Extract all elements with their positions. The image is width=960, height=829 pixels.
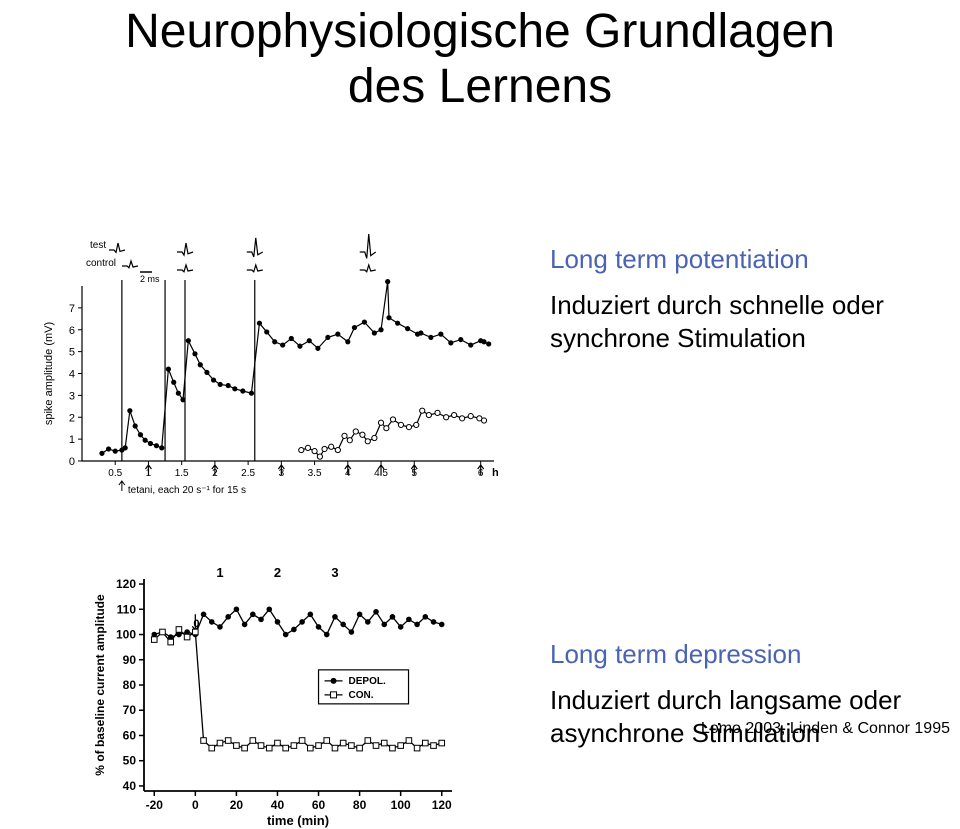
page-title: Neurophysiologische Grundlagen des Lerne… [0,0,960,114]
svg-text:1: 1 [69,435,75,447]
svg-text:2: 2 [274,565,281,580]
ltp-text: Long term potentiation Induziert durch s… [550,244,940,354]
svg-text:50: 50 [123,754,137,768]
svg-text:DEPOL.: DEPOL. [349,676,386,687]
svg-text:5: 5 [69,347,75,359]
svg-text:spike amplitude (mV): spike amplitude (mV) [43,322,55,425]
svg-text:100: 100 [391,798,411,812]
svg-text:2.5: 2.5 [241,468,255,479]
svg-text:120: 120 [432,798,452,812]
svg-text:% of baseline current amplitud: % of baseline current amplitude [93,594,107,776]
svg-text:3.5: 3.5 [308,468,322,479]
svg-text:80: 80 [353,798,367,812]
svg-text:0: 0 [192,798,199,812]
svg-text:time (min): time (min) [267,813,329,828]
svg-text:CON.: CON. [349,690,374,701]
svg-text:100: 100 [116,628,136,642]
svg-text:90: 90 [123,653,137,667]
svg-text:80: 80 [123,678,137,692]
svg-text:tetani, each 20 s⁻¹ for 15 s: tetani, each 20 s⁻¹ for 15 s [128,485,246,496]
svg-text:1.5: 1.5 [175,468,189,479]
citation: Lomo 2003, Linden & Connor 1995 [701,720,950,738]
ltp-body: Induziert durch schnelle oder synchrone … [550,289,940,354]
svg-text:110: 110 [117,603,137,617]
svg-text:70: 70 [123,704,137,718]
svg-text:6: 6 [69,325,75,337]
svg-text:2 ms: 2 ms [140,274,160,284]
svg-text:3: 3 [69,391,75,403]
ltd-body: Induziert durch langsame oder asynchrone… [550,684,940,749]
ltp-chart: 012345670.511.522.533.544.556htetani, ea… [40,234,500,499]
svg-text:60: 60 [312,798,326,812]
title-line-2: des Lernens [348,60,612,113]
ltp-heading: Long term potentiation [550,244,940,275]
svg-text:1: 1 [216,565,223,580]
svg-text:40: 40 [123,779,137,793]
svg-text:test: test [90,240,106,251]
ltd-heading: Long term depression [550,639,940,670]
svg-text:h: h [492,467,499,479]
svg-text:7: 7 [69,303,75,315]
svg-text:120: 120 [116,577,136,591]
svg-text:-20: -20 [146,798,164,812]
svg-text:60: 60 [123,729,137,743]
svg-text:3: 3 [331,565,338,580]
svg-text:control: control [86,258,116,269]
svg-text:0.5: 0.5 [108,468,122,479]
svg-text:20: 20 [230,798,244,812]
svg-text:40: 40 [271,798,285,812]
title-line-1: Neurophysiologische Grundlagen [125,5,835,58]
svg-text:4: 4 [69,369,75,381]
svg-text:2: 2 [69,413,75,425]
ltd-chart: 40 50 60 70 80 90 100 110 120 -20 0 20 40 60 80 100 120 t… [90,559,460,829]
svg-text:0: 0 [69,456,75,468]
